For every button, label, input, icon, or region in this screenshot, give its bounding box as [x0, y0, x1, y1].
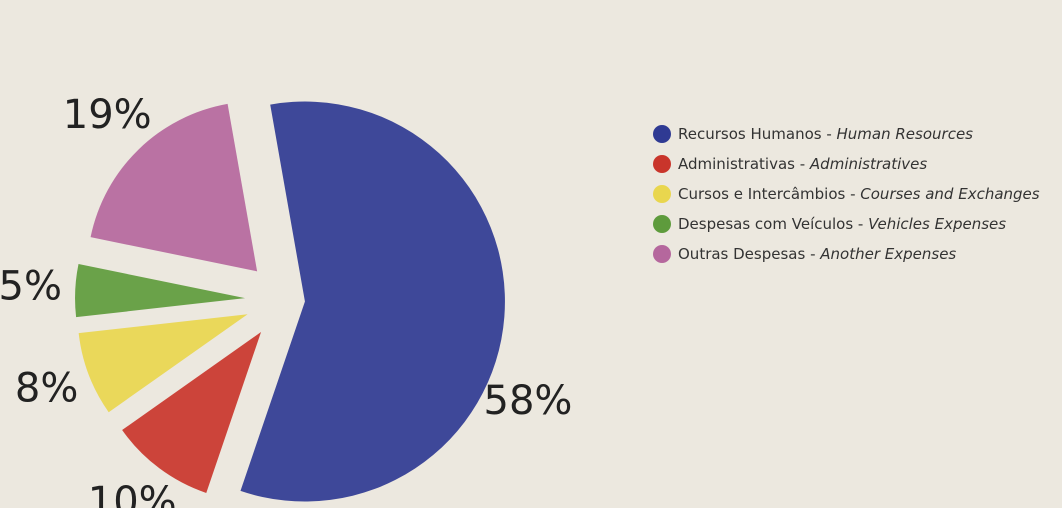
slice-label: 5% [0, 263, 62, 309]
legend-swatch [653, 245, 671, 263]
legend-swatch [653, 125, 671, 143]
legend-swatch [653, 215, 671, 233]
legend-label: Administrativas - Administratives [678, 155, 927, 173]
legend-label: Cursos e Intercâmbios - Courses and Exch… [678, 185, 1040, 203]
legend-swatch [653, 155, 671, 173]
slice-label: 58% [484, 378, 573, 424]
pie-slice [75, 264, 246, 318]
pie-slice [122, 332, 262, 493]
slice-label: 10% [88, 479, 177, 508]
slice-label: 19% [63, 92, 152, 138]
legend-swatch [653, 185, 671, 203]
pie-slice [78, 314, 248, 413]
pie-slice [240, 101, 505, 502]
legend-label: Recursos Humanos - Human Resources [678, 125, 973, 143]
slice-label: 8% [15, 366, 78, 412]
legend-label: Outras Despesas - Another Expenses [678, 245, 956, 263]
pie-slice [90, 103, 258, 272]
legend-label: Despesas com Veículos - Vehicles Expense… [678, 215, 1006, 233]
